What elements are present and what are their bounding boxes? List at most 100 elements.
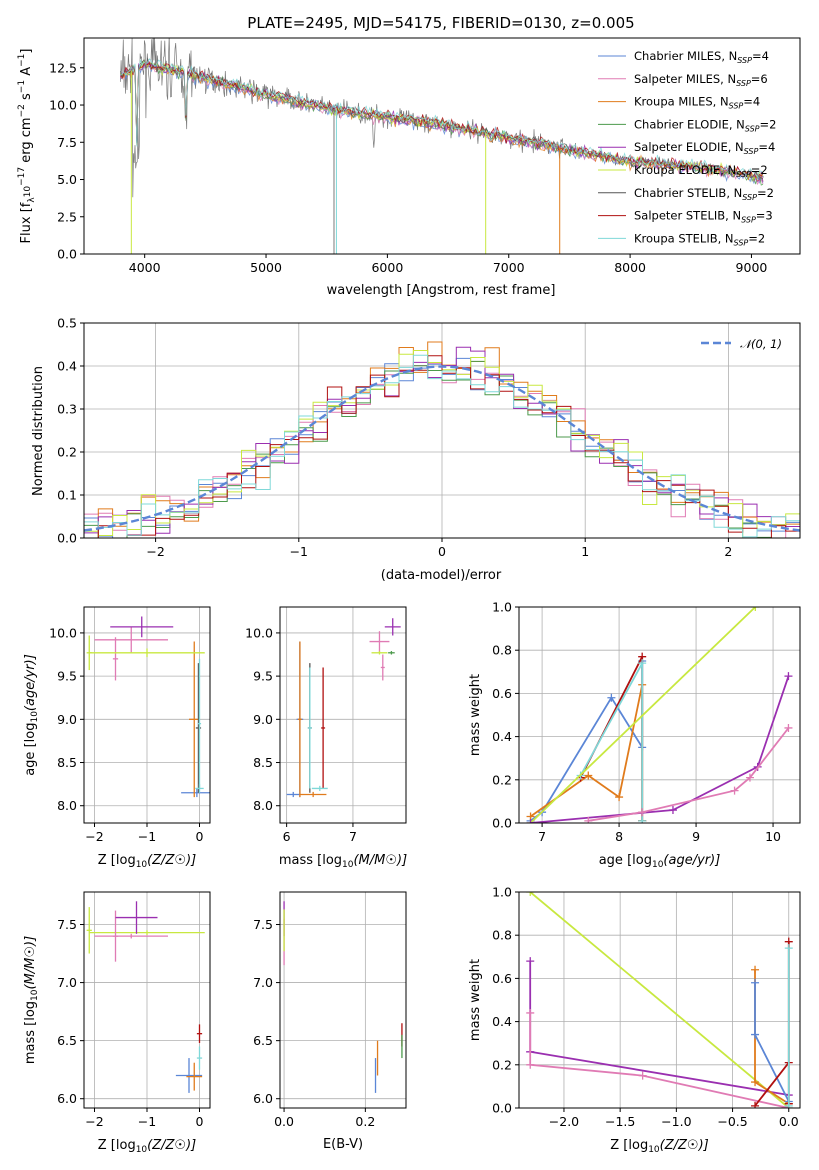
weight-vs-Z-xtick-label: −1.0: [661, 1114, 691, 1129]
weight-vs-age-series-line: [530, 675, 790, 823]
residuals-ylabel: Normed distribution: [31, 366, 46, 496]
mass-vs-ebv-frame: [279, 891, 407, 1109]
weight-vs-Z-marker: [751, 1078, 760, 1087]
age-vs-Z-xlabel: Z [log10(Z/Z☉)]: [98, 853, 196, 870]
age-vs-mass-xlabel: mass [log10(M/M☉)]: [279, 853, 407, 870]
residuals-xtick-label: 1: [581, 544, 589, 559]
spectrum-legend-label: Kroupa ELODIE, NSSP=2: [634, 163, 768, 179]
weight-vs-age-series-line: [529, 684, 644, 821]
spectrum-xlabel: wavelength [Angstrom, rest frame]: [327, 283, 556, 298]
mass-vs-Z-point: [94, 933, 168, 939]
mass-vs-Z-xtick-label: −1: [138, 1114, 156, 1129]
weight-vs-Z-ytick-label: 0.6: [492, 971, 512, 986]
spectrum-legend-label: Kroupa STELIB, NSSP=2: [634, 231, 765, 247]
age-vs-mass-point: [369, 631, 390, 652]
spectrum-xtick-label: 7000: [493, 260, 525, 275]
residuals-ytick-label: 0.5: [57, 316, 77, 331]
age-vs-Z-point: [189, 641, 200, 798]
mass-vs-Z-ytick-label: 6.5: [57, 1033, 77, 1048]
age-vs-mass-frame: [279, 606, 407, 824]
mass-vs-Z-point: [115, 901, 158, 934]
age-vs-Z-point: [197, 658, 202, 789]
age-vs-Z-ytick-label: 9.5: [57, 669, 77, 684]
weight-vs-age-marker: [784, 672, 793, 681]
age-vs-mass-point: [380, 654, 385, 681]
age-vs-mass-point: [388, 651, 395, 655]
mass-vs-ebv-xtick-label: 0.0: [274, 1114, 294, 1129]
residuals-ytick-label: 0.3: [57, 402, 77, 417]
spectrum-model-line: [120, 58, 764, 178]
weight-vs-age-marker: [638, 816, 647, 823]
weight-vs-Z-xtick-label: −0.5: [717, 1114, 747, 1129]
age-vs-mass-point: [297, 641, 302, 798]
spectrum-frame: [83, 37, 801, 255]
spectrum-legend-label: Chabrier MILES, NSSP=4: [634, 49, 769, 65]
spectrum-ylabel: Flux [fλ10−17 erg cm−2 s−1 A−1]: [17, 49, 37, 244]
mass-vs-Z-frame: [83, 891, 211, 1109]
age-vs-mass-xtick-label: 7: [349, 829, 357, 844]
age-vs-mass-ytick-label: 9.0: [253, 712, 273, 727]
weight-vs-Z-series-line: [529, 892, 790, 1108]
weight-vs-Z-marker: [526, 957, 535, 966]
mass-vs-Z-ytick-label: 7.0: [57, 975, 77, 990]
weight-vs-Z-xtick-label: −2.0: [549, 1114, 579, 1129]
residuals-normal-curve: [83, 365, 801, 532]
weight-vs-age-xlabel: age [log10(age/yr)]: [599, 853, 721, 870]
weight-vs-Z-marker: [784, 944, 793, 953]
age-vs-mass-ytick-label: 8.5: [253, 755, 273, 770]
age-vs-mass-point: [311, 785, 328, 792]
weight-vs-age-ytick-label: 0.8: [492, 643, 512, 658]
age-vs-Z-point: [89, 648, 205, 658]
weight-vs-age-frame: [518, 606, 801, 824]
mass-vs-Z-point: [112, 910, 119, 962]
age-vs-Z-point: [112, 637, 119, 681]
weight-vs-Z-marker: [751, 978, 760, 987]
age-vs-Z-frame: [83, 606, 211, 824]
age-vs-Z-ytick-label: 10.0: [49, 625, 77, 640]
residuals-xtick-label: 2: [724, 544, 732, 559]
residuals-legend-label: 𝒩(0, 1): [740, 337, 782, 351]
weight-vs-Z-marker: [751, 1030, 760, 1039]
mass-vs-Z-point: [196, 1024, 203, 1043]
mass-vs-ebv-xtick-label: 0.2: [355, 1114, 375, 1129]
weight-vs-age-ytick-label: 0.6: [492, 686, 512, 701]
spectrum-axes: [80, 67, 752, 258]
mass-vs-Z-point: [196, 1046, 203, 1070]
residuals-histogram: [84, 341, 800, 538]
age-vs-mass-point: [321, 667, 326, 789]
age-vs-Z-ytick-label: 9.0: [57, 712, 77, 727]
age-vs-Z-xtick-label: 0: [196, 829, 204, 844]
weight-vs-Z-series-line: [754, 941, 790, 1107]
residuals-ytick-label: 0.1: [57, 488, 77, 503]
weight-vs-age-series-line: [588, 727, 790, 822]
age-vs-mass-point: [307, 667, 312, 789]
weight-vs-age-ytick-label: 0.0: [492, 816, 512, 831]
spectrum-xtick-label: 9000: [736, 260, 768, 275]
age-vs-mass-ytick-label: 10.0: [245, 625, 273, 640]
spectrum-legend-label: Kroupa MILES, NSSP=4: [634, 95, 760, 111]
mass-vs-ebv-axes: [276, 892, 406, 1112]
weight-vs-Z-ytick-label: 0.2: [492, 1057, 512, 1072]
spectrum-ytick-label: 12.5: [49, 60, 77, 75]
residuals-ytick-label: 0.4: [57, 359, 77, 374]
spectrum-legend-label: Chabrier STELIB, NSSP=2: [634, 186, 774, 202]
mass-vs-ebv-ytick-label: 6.5: [253, 1033, 273, 1048]
weight-vs-age-marker: [607, 693, 616, 702]
weight-vs-age-marker: [615, 793, 624, 802]
weight-vs-Z-marker: [526, 1008, 535, 1017]
weight-vs-Z-ytick-label: 0.4: [492, 1014, 512, 1029]
age-vs-Z-point: [94, 626, 168, 653]
age-vs-Z-point: [195, 663, 202, 793]
mass-vs-Z-point: [186, 1062, 203, 1091]
weight-vs-age-marker: [638, 808, 647, 817]
residuals-xlabel: (data-model)/error: [381, 568, 502, 583]
mass-vs-Z-ytick-label: 7.5: [57, 917, 77, 932]
weight-vs-age-series-line: [529, 607, 756, 823]
weight-vs-age-marker: [784, 723, 793, 732]
mass-vs-Z-ytick-label: 6.0: [57, 1091, 77, 1106]
mass-vs-Z-xtick-label: −2: [85, 1114, 103, 1129]
age-vs-mass-point: [299, 791, 327, 798]
spectrum-title: PLATE=2495, MJD=54175, FIBERID=0130, z=0…: [247, 14, 634, 32]
age-vs-Z-ytick-label: 8.0: [57, 798, 77, 813]
